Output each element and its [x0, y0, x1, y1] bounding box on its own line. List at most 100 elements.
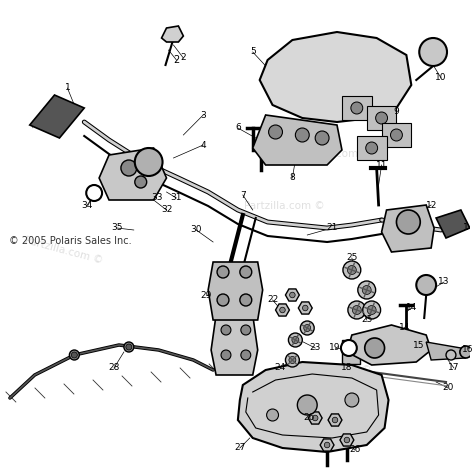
Text: 1: 1 [463, 224, 469, 233]
Text: 34: 34 [82, 200, 93, 210]
Circle shape [460, 346, 472, 358]
Circle shape [217, 294, 229, 306]
Circle shape [366, 142, 378, 154]
Text: 26: 26 [303, 414, 315, 423]
Text: 14: 14 [406, 304, 417, 313]
Circle shape [289, 357, 296, 364]
Text: Partzilla.com ©: Partzilla.com © [292, 149, 372, 160]
Circle shape [241, 350, 251, 360]
Polygon shape [30, 95, 84, 138]
Circle shape [135, 148, 163, 176]
Text: 23: 23 [310, 344, 321, 352]
Text: 18: 18 [341, 364, 353, 373]
Polygon shape [357, 136, 386, 160]
Polygon shape [347, 325, 431, 365]
Circle shape [269, 125, 283, 139]
Polygon shape [162, 26, 183, 42]
Polygon shape [99, 148, 166, 200]
Text: 25: 25 [346, 254, 357, 263]
Circle shape [241, 325, 251, 335]
Text: 35: 35 [111, 224, 123, 233]
Circle shape [424, 43, 442, 61]
Polygon shape [340, 434, 354, 446]
Circle shape [135, 176, 146, 188]
Text: 15: 15 [412, 341, 424, 350]
Circle shape [332, 417, 338, 423]
Circle shape [86, 185, 102, 201]
Polygon shape [426, 342, 466, 360]
Circle shape [301, 321, 314, 335]
Polygon shape [367, 106, 396, 130]
Circle shape [401, 215, 415, 229]
Circle shape [396, 210, 420, 234]
Circle shape [365, 338, 384, 358]
Polygon shape [436, 210, 470, 238]
Circle shape [140, 158, 154, 172]
Text: Partzilla.com ©: Partzilla.com © [244, 201, 325, 211]
Circle shape [391, 129, 402, 141]
Circle shape [367, 306, 376, 314]
Circle shape [126, 344, 132, 350]
Polygon shape [308, 412, 322, 424]
Circle shape [297, 395, 317, 415]
Text: 9: 9 [393, 108, 399, 117]
Polygon shape [320, 439, 334, 451]
Circle shape [347, 265, 356, 275]
Circle shape [240, 266, 252, 278]
Text: 12: 12 [426, 200, 437, 210]
Text: 8: 8 [290, 174, 295, 183]
Circle shape [302, 305, 308, 311]
Text: © 2005 Polaris Sales Inc.: © 2005 Polaris Sales Inc. [9, 236, 132, 246]
Circle shape [419, 38, 447, 66]
Text: 29: 29 [201, 291, 212, 300]
Circle shape [221, 350, 231, 360]
Text: 19: 19 [329, 344, 341, 352]
Text: 16: 16 [462, 345, 474, 354]
Text: 5: 5 [250, 47, 255, 57]
Circle shape [344, 437, 350, 443]
Polygon shape [253, 115, 342, 165]
Text: 13: 13 [438, 278, 450, 286]
Text: 14: 14 [399, 323, 410, 332]
Text: 6: 6 [235, 124, 241, 132]
Text: 10: 10 [435, 73, 447, 82]
Polygon shape [298, 302, 312, 314]
Circle shape [140, 153, 157, 171]
Text: 31: 31 [171, 193, 182, 203]
Text: 4: 4 [201, 140, 206, 149]
Text: 20: 20 [442, 383, 454, 393]
Text: 1: 1 [64, 83, 70, 93]
Text: 17: 17 [448, 364, 460, 373]
Circle shape [363, 301, 381, 319]
Circle shape [352, 306, 361, 314]
Circle shape [375, 112, 388, 124]
Polygon shape [382, 205, 434, 252]
Circle shape [121, 160, 137, 176]
Circle shape [240, 294, 252, 306]
Text: 22: 22 [267, 295, 278, 305]
Polygon shape [260, 32, 411, 122]
Circle shape [69, 350, 79, 360]
Text: 2: 2 [173, 55, 180, 65]
Text: 7: 7 [240, 190, 246, 199]
Polygon shape [328, 414, 342, 426]
Text: 21: 21 [326, 224, 337, 233]
Text: 28: 28 [108, 364, 119, 373]
Circle shape [280, 307, 285, 313]
Circle shape [362, 285, 371, 294]
Circle shape [416, 275, 436, 295]
Text: Partzilla.com ©: Partzilla.com © [292, 365, 372, 375]
Text: 24: 24 [274, 364, 285, 373]
Circle shape [351, 102, 363, 114]
Text: 32: 32 [161, 205, 172, 214]
Circle shape [348, 301, 366, 319]
Polygon shape [342, 96, 372, 120]
Text: 3: 3 [201, 110, 206, 119]
Circle shape [221, 325, 231, 335]
Circle shape [295, 128, 309, 142]
Circle shape [358, 281, 375, 299]
Text: 27: 27 [234, 444, 246, 453]
Circle shape [312, 415, 318, 421]
Text: 30: 30 [191, 226, 202, 234]
Polygon shape [208, 262, 263, 320]
